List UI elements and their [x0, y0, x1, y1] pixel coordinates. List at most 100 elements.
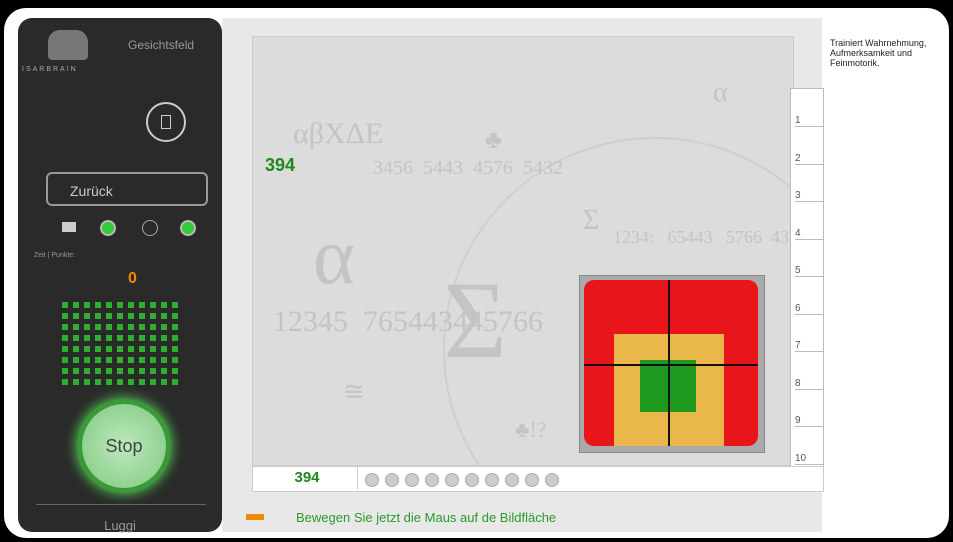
scale-label: 7	[795, 340, 823, 352]
progress-dot	[62, 335, 68, 341]
progress-dot	[150, 346, 156, 352]
progress-dot	[73, 346, 79, 352]
mouse-toggle[interactable]	[180, 220, 196, 236]
progress-dot	[128, 324, 134, 330]
progress-dot	[73, 368, 79, 374]
progress-dot	[172, 335, 178, 341]
background-text: ≅	[343, 377, 365, 407]
progress-dot	[150, 324, 156, 330]
progress-dot	[106, 335, 112, 341]
progress-dot	[150, 368, 156, 374]
progress-dot	[150, 379, 156, 385]
progress-dot	[84, 324, 90, 330]
progress-dot	[95, 346, 101, 352]
background-text: ♣	[485, 125, 502, 155]
progress-dot	[62, 368, 68, 374]
background-text: ♣!?	[515, 417, 547, 443]
scale-label: 3	[795, 190, 823, 202]
progress-dot	[106, 357, 112, 363]
progress-dot	[62, 357, 68, 363]
progress-dot	[117, 313, 123, 319]
progress-dot	[150, 302, 156, 308]
attempt-dot	[485, 473, 499, 487]
progress-dot	[161, 357, 167, 363]
attempt-dot	[405, 473, 419, 487]
progress-dot	[106, 368, 112, 374]
progress-dot	[84, 357, 90, 363]
attempt-dot	[465, 473, 479, 487]
progress-dot	[73, 357, 79, 363]
target-frame	[579, 275, 765, 453]
section-title: Gesichtsfeld	[128, 38, 194, 52]
progress-dot	[62, 324, 68, 330]
attempt-dot	[445, 473, 459, 487]
current-number: 394	[265, 155, 295, 176]
progress-dot	[84, 346, 90, 352]
progress-dot	[73, 379, 79, 385]
progress-dot	[84, 379, 90, 385]
crosshair-h	[584, 364, 758, 366]
user-name: Luggi	[18, 518, 222, 533]
progress-dot	[139, 324, 145, 330]
progress-dot	[117, 379, 123, 385]
progress-dot	[161, 335, 167, 341]
target-outer	[584, 280, 758, 446]
background-text: αβΧΔΕ	[293, 117, 383, 151]
progress-dot	[84, 313, 90, 319]
progress-dot	[117, 357, 123, 363]
progress-dot	[139, 368, 145, 374]
attempts	[365, 467, 595, 491]
answer-box: 394	[257, 467, 358, 489]
attempt-dot	[545, 473, 559, 487]
attempt-dot	[505, 473, 519, 487]
arrow-icon	[246, 514, 264, 520]
progress-dot	[95, 335, 101, 341]
progress-dot	[84, 335, 90, 341]
progress-dot	[73, 335, 79, 341]
progress-dot	[161, 346, 167, 352]
attempt-dot	[365, 473, 379, 487]
progress-dot	[150, 335, 156, 341]
progress-dot	[161, 324, 167, 330]
progress-dot	[139, 357, 145, 363]
instruction: Bewegen Sie jetzt die Maus auf de Bildfl…	[296, 510, 556, 525]
progress-dot	[172, 368, 178, 374]
progress-dot	[172, 313, 178, 319]
progress-dot	[139, 313, 145, 319]
progress-dot	[172, 346, 178, 352]
answer-bar: 394	[252, 466, 824, 492]
progress-dot	[161, 313, 167, 319]
score: 0	[128, 270, 137, 288]
screen: ISARBRAIN Gesichtsfeld Zurück Zeit | Pun…	[0, 0, 953, 542]
progress-dot	[161, 368, 167, 374]
progress-dot	[172, 357, 178, 363]
progress-dot	[161, 379, 167, 385]
progress-dot	[139, 379, 145, 385]
background-text: Σ	[583, 205, 599, 237]
mouse-icon	[142, 220, 158, 236]
scale-label: 1	[795, 115, 823, 127]
progress-dot	[139, 302, 145, 308]
progress-dot	[95, 379, 101, 385]
stop-button[interactable]: Stop	[82, 404, 166, 488]
attempt-dot	[385, 473, 399, 487]
scale-label: 6	[795, 303, 823, 315]
progress-dot	[84, 368, 90, 374]
progress-dot	[62, 302, 68, 308]
description: Trainiert Wahrnehmung, Aufmerksamkeit un…	[830, 38, 935, 68]
background-text: α	[313, 212, 355, 303]
sound-toggle[interactable]	[100, 220, 116, 236]
scale-label: 2	[795, 153, 823, 165]
progress-dot	[128, 302, 134, 308]
progress-dot	[117, 368, 123, 374]
progress-dot	[95, 313, 101, 319]
progress-dot	[95, 357, 101, 363]
progress-dot	[106, 302, 112, 308]
home-button[interactable]	[146, 102, 186, 142]
background-text: 1234: 65443 5766 432	[613, 227, 794, 248]
back-button[interactable]: Zurück	[46, 172, 208, 206]
scale-label: 9	[795, 415, 823, 427]
scale-label: 5	[795, 265, 823, 277]
